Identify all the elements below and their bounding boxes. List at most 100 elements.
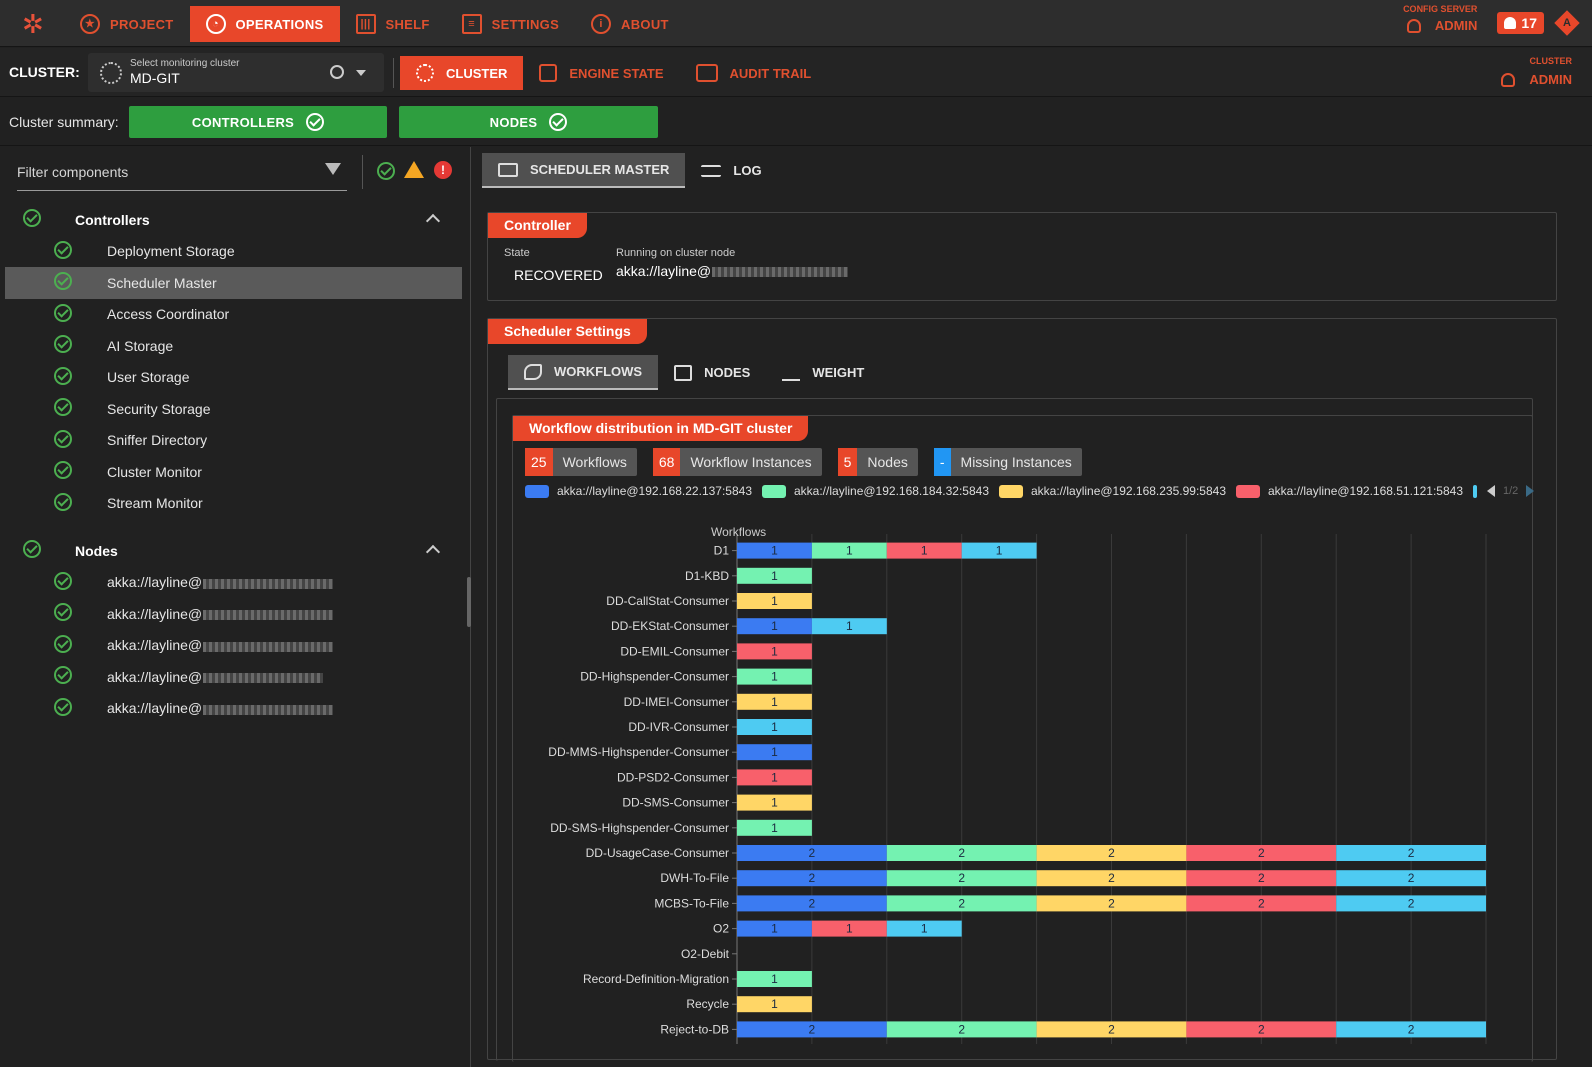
notifications-button[interactable]: 17 [1497, 12, 1544, 34]
bar-value-label: 2 [1408, 1022, 1415, 1036]
tab-nodes[interactable]: NODES [658, 355, 766, 390]
tree-item-scheduler-master[interactable]: Scheduler Master [5, 267, 462, 299]
bar-segment [1036, 870, 1187, 887]
legend-item[interactable]: akka://layline@192.168.184.32:5843 [762, 484, 989, 498]
tab-cluster[interactable]: CLUSTER [400, 56, 524, 90]
tree-item-deployment-storage[interactable]: Deployment Storage [0, 236, 471, 268]
tree-item-node[interactable]: akka://layline@ [0, 693, 471, 725]
workflow-icon [524, 363, 542, 380]
info-icon: i [591, 14, 612, 34]
tree-item-access-coordinator[interactable]: Access Coordinator [0, 299, 471, 331]
tab-label: CLUSTER [446, 65, 508, 81]
config-server-user[interactable]: CONFIG SERVER ADMIN [1403, 4, 1477, 33]
check-circle-icon [54, 366, 72, 385]
legend-label: akka://layline@192.168.184.32:5843 [794, 484, 989, 498]
bar-segment [886, 542, 962, 559]
bar-value-label: 1 [771, 720, 778, 734]
chevron-up-icon[interactable] [425, 213, 441, 229]
bar-value-label: 1 [771, 821, 778, 835]
cluster-summary: Cluster summary: CONTROLLERS NODES [0, 98, 1592, 146]
nav-settings[interactable]: ≡ SETTINGS [446, 6, 575, 42]
nodes-summary-button[interactable]: NODES [399, 106, 658, 138]
bar-value-label: 2 [958, 846, 965, 860]
tree-item-node[interactable]: akka://layline@ [0, 567, 471, 599]
tree-item-security-storage[interactable]: Security Storage [0, 393, 471, 425]
legend-next-icon[interactable] [1526, 485, 1535, 497]
tab-log[interactable]: LOG [685, 153, 777, 188]
tab-label: LOG [733, 163, 762, 178]
redacted-address [712, 267, 849, 278]
bar-value-label: 1 [771, 695, 778, 709]
panel-title: Controller [488, 213, 587, 238]
check-circle-icon [549, 113, 568, 131]
tree-group-nodes[interactable]: Nodes [0, 535, 471, 567]
tree-item-ai-storage[interactable]: AI Storage [0, 330, 471, 362]
bar-segment [737, 618, 812, 635]
tree-item-sniffer-directory[interactable]: Sniffer Directory [0, 425, 471, 457]
bar-value-label: 2 [1258, 871, 1265, 885]
bar-value-label: 1 [921, 544, 928, 558]
bar-segment [1036, 845, 1187, 861]
cluster-user[interactable]: CLUSTER ADMIN [1501, 56, 1572, 87]
bar-segment [737, 1021, 887, 1038]
tree-item-node[interactable]: akka://layline@ [0, 661, 471, 693]
bar-segment [1336, 845, 1486, 861]
status-error-filter-icon[interactable]: ! [434, 161, 452, 179]
y-axis-title: Workflows [711, 525, 766, 539]
legend-item[interactable]: akka://layline@192.168.235.99:5843 [999, 484, 1226, 498]
tree-item-label: akka://layline@ [107, 700, 203, 717]
avatar[interactable]: A [1554, 10, 1580, 36]
legend-item[interactable]: akka://layline@192.168.51.121:5843 [1236, 484, 1463, 498]
status-ok-filter-icon[interactable] [377, 162, 395, 180]
tree-item-cluster-monitor[interactable]: Cluster Monitor [0, 456, 471, 488]
tree-item-user-storage[interactable]: User Storage [0, 362, 471, 394]
category-label: Recycle [686, 997, 729, 1011]
nav-shelf[interactable]: ||| SHELF [340, 6, 446, 42]
controllers-summary-button[interactable]: CONTROLLERS [129, 106, 387, 138]
cluster-select-hint: Select monitoring cluster [130, 58, 240, 69]
tree-item-node[interactable]: akka://layline@ [0, 630, 471, 662]
legend-prev-icon[interactable] [1487, 485, 1495, 497]
legend-item[interactable]: akka://layline@192.168.22.137:5843 [525, 484, 752, 498]
tab-weight[interactable]: WEIGHT [766, 355, 880, 390]
tree-item-label: Access Coordinator [107, 306, 230, 323]
pane-resize-handle[interactable] [467, 577, 471, 627]
nav-about[interactable]: i ABOUT [575, 6, 685, 42]
tree-item-node[interactable]: akka://layline@ [0, 598, 471, 630]
stat-label: Workflow Instances [690, 454, 812, 470]
cluster-select[interactable]: Select monitoring cluster MD-GIT [88, 53, 384, 92]
bar-value-label: 2 [809, 846, 816, 860]
tab-label: SCHEDULER MASTER [530, 162, 670, 177]
status-warning-filter-icon[interactable] [404, 161, 424, 178]
tab-audit-trail[interactable]: AUDIT TRAIL [680, 56, 828, 90]
chevron-up-icon[interactable] [425, 544, 441, 560]
tab-workflows[interactable]: WORKFLOWS [508, 355, 659, 390]
tree-item-stream-monitor[interactable]: Stream Monitor [0, 488, 471, 520]
component-tree: Controllers Deployment Storage Scheduler… [0, 204, 471, 724]
bar-segment [737, 996, 812, 1013]
field-label: Running on cluster node [616, 247, 736, 259]
speedometer-icon: ◔ [205, 14, 226, 34]
filter-icon[interactable] [325, 163, 341, 175]
bar-segment [886, 845, 1037, 861]
tree-item-label: Stream Monitor [107, 495, 203, 512]
nav-operations[interactable]: ◔ OPERATIONS [189, 6, 340, 42]
summary-label: Cluster summary: [9, 114, 119, 130]
tab-engine-state[interactable]: ENGINE STATE [523, 56, 679, 90]
category-label: D1-KBD [685, 569, 729, 583]
nav-project[interactable]: ★ PROJECT [64, 6, 190, 42]
tree-group-controllers[interactable]: Controllers [0, 204, 471, 236]
globe-icon[interactable] [330, 65, 344, 79]
app-logo-icon[interactable]: ✲ [22, 9, 44, 39]
tab-scheduler-master[interactable]: SCHEDULER MASTER [482, 153, 686, 188]
group-label: Nodes [75, 542, 118, 559]
chart-legend: akka://layline@192.168.22.137:5843 akka:… [525, 484, 1535, 498]
stat-label: Nodes [867, 454, 908, 470]
bar-value-label: 1 [996, 544, 1003, 558]
chevron-down-icon[interactable] [356, 70, 366, 76]
server-icon [674, 364, 693, 381]
bar-segment [886, 870, 1037, 887]
bar-value-label: 1 [771, 670, 778, 684]
filter-input[interactable] [17, 157, 307, 187]
bar-value-label: 1 [846, 544, 853, 558]
